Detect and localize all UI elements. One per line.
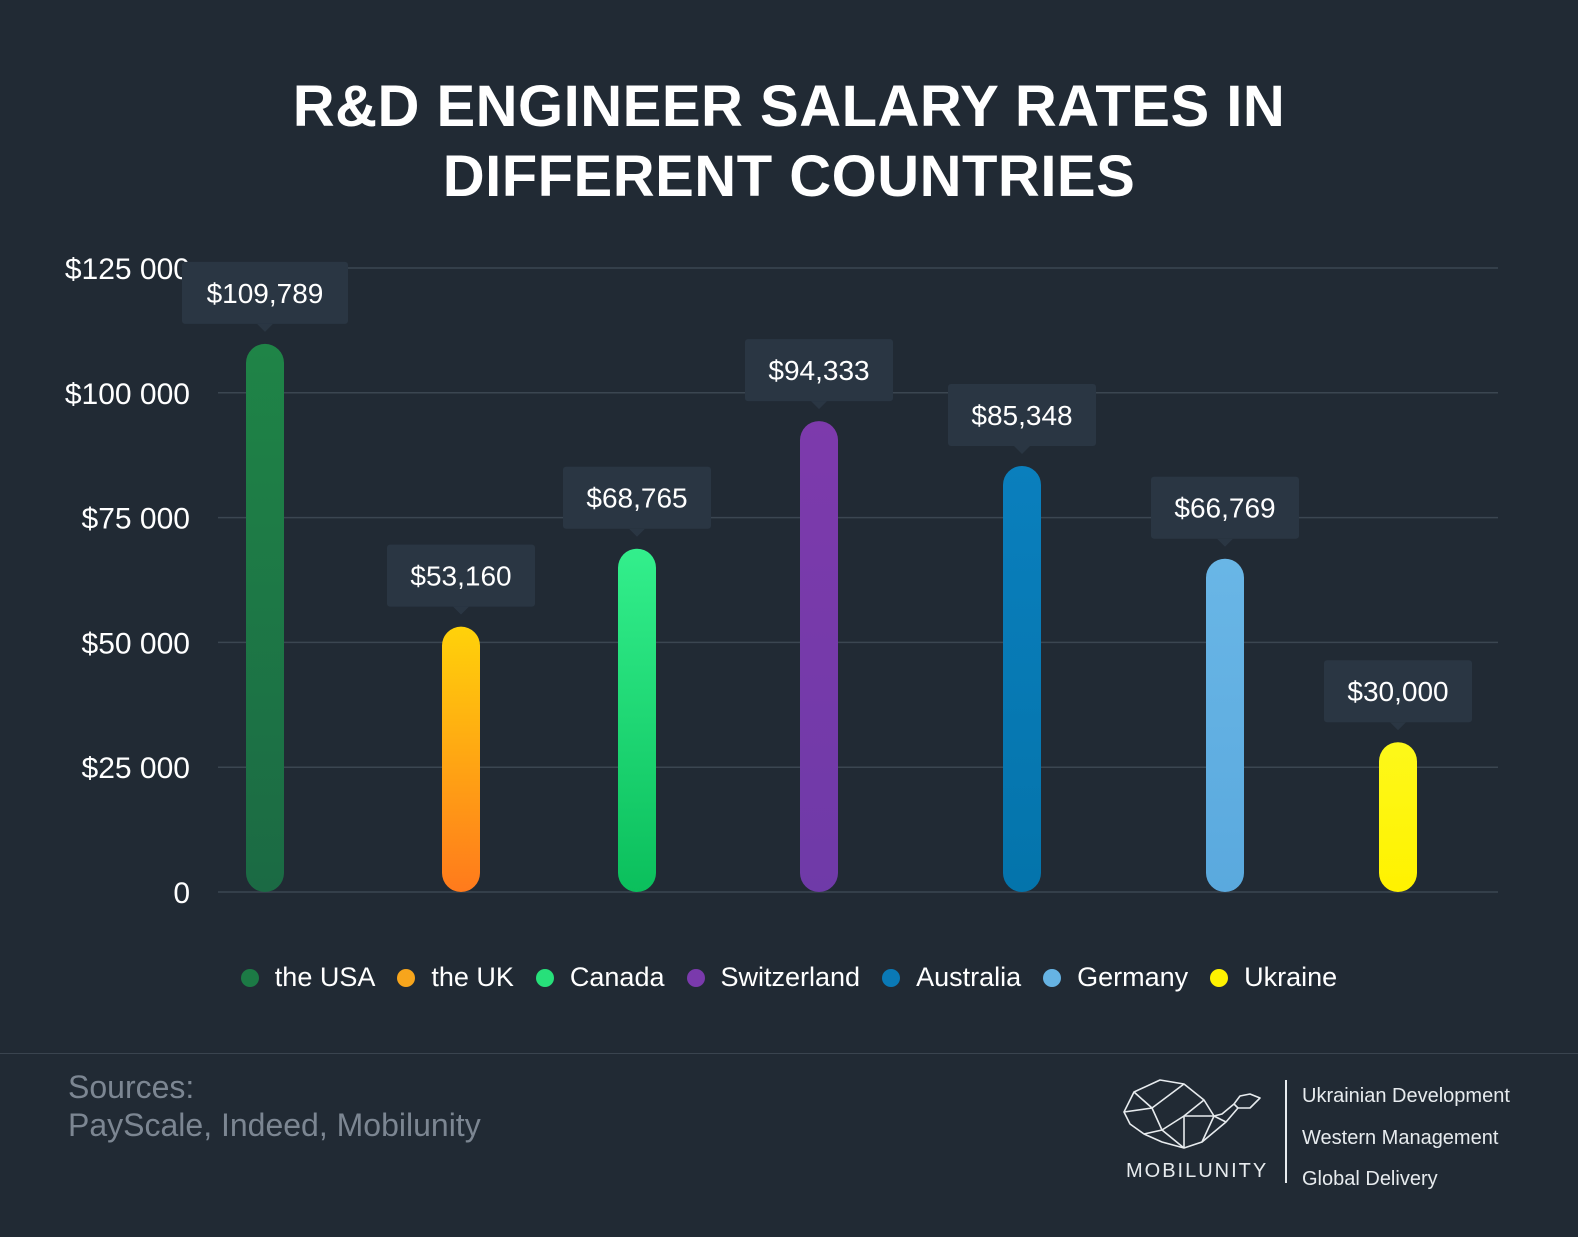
legend-dot-icon <box>397 968 416 987</box>
bar-australia <box>1003 465 1041 892</box>
value-label-the-uk: $53,160 <box>387 544 535 615</box>
y-axis-ticks: 0 $25 000 $50 000 $75 000 $100 000 $125 000 <box>65 253 190 910</box>
sources-label: Sources: <box>68 1069 195 1105</box>
bar-the-uk <box>442 626 480 892</box>
legend-item-australia: Australia <box>882 962 1021 993</box>
footer-divider <box>0 1053 1578 1054</box>
chart-title-line-1: R&D ENGINEER SALARY RATES IN <box>292 74 1286 139</box>
value-label-box <box>182 261 348 324</box>
y-tick-label: $25 000 <box>82 752 190 785</box>
tagline-2: Western Management <box>1302 1126 1499 1149</box>
legend-dot-icon <box>1210 968 1229 987</box>
legend-label: the USA <box>274 962 376 992</box>
legend-item-switzerland: Switzerland <box>686 962 861 993</box>
bar-germany <box>1206 558 1244 892</box>
value-label-switzerland: $94,333 <box>745 339 893 410</box>
chart-title: R&D ENGINEER SALARY RATES IN DIFFERENT C… <box>0 72 1578 212</box>
value-label-pointer <box>1014 445 1030 454</box>
taglines: Ukrainian Development Western Management… <box>1302 1076 1510 1201</box>
value-label-text: $30,000 <box>1347 676 1448 707</box>
value-labels: $109,789 $53,160 $68,765 $94,333 $85,348 $66,… <box>182 261 1472 731</box>
legend-label: Ukraine <box>1244 962 1338 992</box>
value-label-pointer <box>811 401 827 410</box>
brand-name: MOBILUNITY <box>1126 1160 1269 1182</box>
value-label-text: $53,160 <box>410 561 511 592</box>
legend: the USA the UK Canada Switzerland Australia G… <box>0 962 1578 993</box>
legend-item-the-usa: the USA <box>240 962 376 993</box>
value-label-text: $94,333 <box>768 355 869 386</box>
value-label-germany: $66,769 <box>1151 476 1299 547</box>
value-label-pointer <box>453 606 469 615</box>
value-label-canada: $68,765 <box>563 466 711 537</box>
value-label-box <box>948 383 1096 446</box>
chart-title-line-2: DIFFERENT COUNTRIES <box>442 144 1136 209</box>
bar-ukraine <box>1379 742 1417 892</box>
value-label-pointer <box>1217 538 1233 547</box>
sources-text: PayScale, Indeed, Mobilunity <box>68 1107 481 1143</box>
y-tick-label: 0 <box>173 877 190 910</box>
legend-dot-icon <box>686 968 705 987</box>
value-label-pointer <box>257 323 273 332</box>
sources: Sources: PayScale, Indeed, Mobilunity <box>68 1068 481 1144</box>
legend-dot-icon <box>535 968 554 987</box>
legend-item-ukraine: Ukraine <box>1210 962 1337 993</box>
value-label-the-usa: $109,789 <box>182 261 348 332</box>
legend-dot-icon <box>1043 968 1062 987</box>
tagline-1: Ukrainian Development <box>1302 1085 1510 1107</box>
legend-item-germany: Germany <box>1043 962 1188 993</box>
value-label-text: $66,769 <box>1174 493 1275 524</box>
value-label-ukraine: $30,000 <box>1324 660 1472 731</box>
value-label-box <box>1324 660 1472 723</box>
brand-divider <box>1285 1080 1287 1183</box>
legend-item-canada: Canada <box>535 962 665 993</box>
legend-dot-icon <box>240 968 259 987</box>
value-label-australia: $85,348 <box>948 383 1096 454</box>
bar-switzerland <box>800 421 838 892</box>
tagline-3: Global Delivery <box>1302 1168 1438 1190</box>
bars <box>246 343 1417 892</box>
legend-label: Switzerland <box>720 962 861 992</box>
value-label-pointer <box>629 528 645 537</box>
value-label-pointer <box>1390 722 1406 731</box>
legend-item-the-uk: the UK <box>397 962 514 993</box>
value-label-box <box>1151 476 1299 539</box>
legend-dot-icon <box>882 968 901 987</box>
legend-label: the UK <box>431 962 514 992</box>
y-tick-label: $50 000 <box>82 627 190 660</box>
legend-label: Canada <box>569 962 665 992</box>
y-tick-label: $125 000 <box>65 253 190 286</box>
legend-label: Australia <box>916 962 1022 992</box>
bar-canada <box>618 548 656 892</box>
legend-label: Germany <box>1077 962 1189 992</box>
whale-logo-icon <box>1122 1078 1262 1155</box>
value-label-box <box>745 339 893 402</box>
bar-the-usa <box>246 343 284 892</box>
y-tick-label: $100 000 <box>65 378 190 411</box>
value-label-box <box>387 544 535 607</box>
value-label-text: $68,765 <box>586 483 687 514</box>
value-label-text: $85,348 <box>971 400 1072 431</box>
value-label-box <box>563 466 711 529</box>
bar-chart: 0 $25 000 $50 000 $75 000 $100 000 $125 000 $… <box>65 253 1498 910</box>
value-label-text: $109,789 <box>207 278 324 309</box>
y-tick-label: $75 000 <box>82 503 190 536</box>
